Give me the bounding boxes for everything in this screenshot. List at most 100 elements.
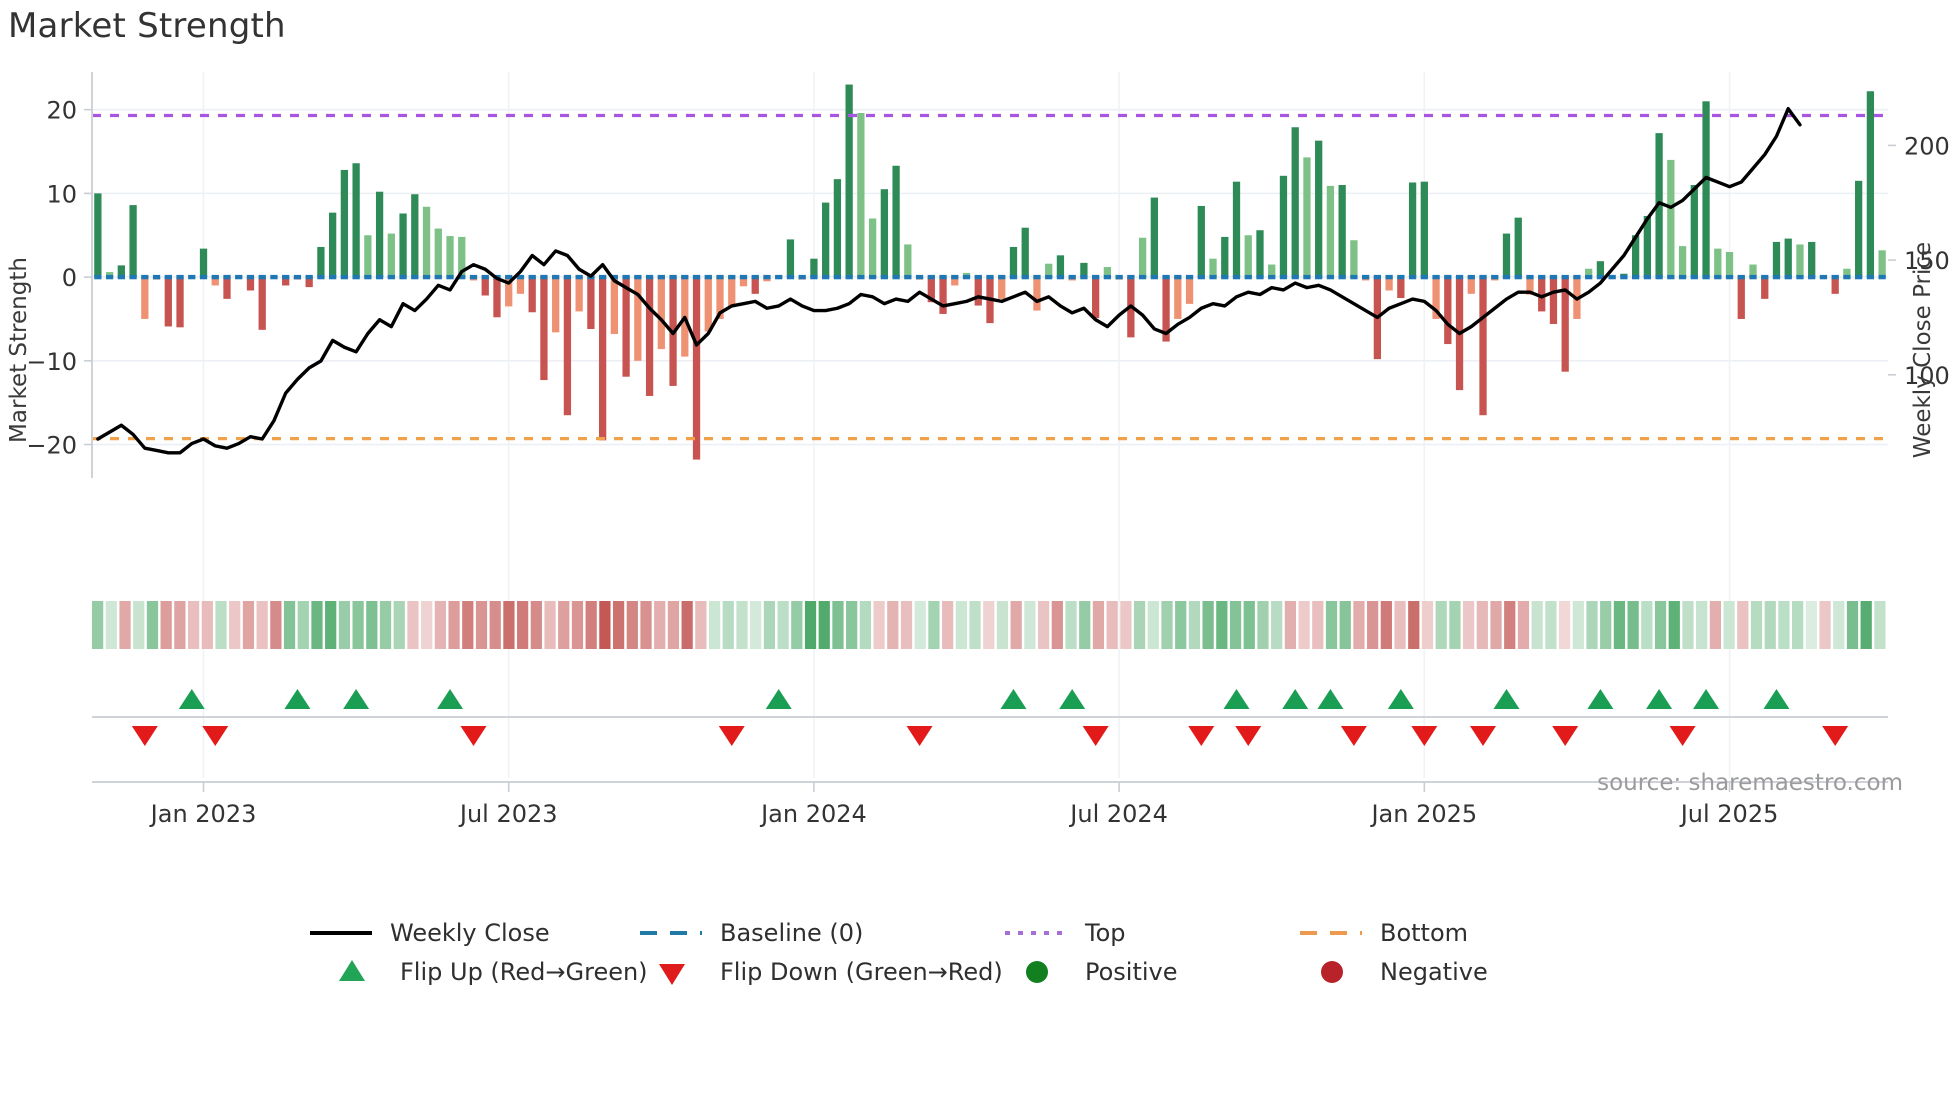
strength-bar xyxy=(199,248,208,278)
heatmap-cell xyxy=(1504,601,1516,649)
strength-bar xyxy=(1103,267,1112,278)
baseline-segment xyxy=(739,274,748,280)
baseline-segment xyxy=(1185,274,1194,280)
baseline-segment xyxy=(141,274,149,280)
baseline-segment xyxy=(1338,274,1346,280)
strength-bar xyxy=(1831,277,1839,294)
flip-up-marker xyxy=(1763,689,1790,709)
legend-item[interactable]: Weekly Close xyxy=(310,919,550,947)
flip-down-marker xyxy=(1822,726,1849,746)
baseline-segment xyxy=(798,274,806,280)
legend-item[interactable]: Positive xyxy=(1026,958,1178,986)
baseline-segment xyxy=(164,274,172,280)
strength-bar xyxy=(364,235,372,278)
strength-bar xyxy=(1279,175,1288,278)
baseline-segment xyxy=(1092,274,1100,280)
reference-lines xyxy=(92,113,1888,441)
legend-item[interactable]: Negative xyxy=(1321,958,1488,986)
baseline-segment xyxy=(305,274,313,280)
strength-bar xyxy=(1033,277,1041,311)
heatmap-cell xyxy=(1737,601,1749,649)
left-tick-label: −10 xyxy=(26,348,77,376)
legend-item[interactable]: Top xyxy=(1005,919,1126,947)
strength-bar xyxy=(1714,248,1722,278)
flip-up-marker xyxy=(343,689,370,709)
baseline-segment xyxy=(1796,274,1804,280)
flip-up-marker xyxy=(1059,689,1086,709)
flip-down-marker xyxy=(906,726,933,746)
strength-bar xyxy=(704,277,712,332)
heatmap-cell xyxy=(1462,601,1475,649)
baseline-segment xyxy=(833,274,842,280)
baseline-segment xyxy=(1737,274,1745,280)
strength-bar xyxy=(1878,250,1886,278)
strength-bar xyxy=(1056,255,1065,278)
flip-down-marker xyxy=(1552,726,1579,746)
baseline-segment xyxy=(211,274,219,280)
heatmap-cell xyxy=(1490,601,1502,649)
heatmap-cell xyxy=(983,601,995,649)
legend-label: Baseline (0) xyxy=(720,919,863,947)
baseline-segment xyxy=(657,274,665,280)
heatmap-cell xyxy=(1860,601,1872,649)
baseline-segment xyxy=(516,274,525,280)
baseline-segment xyxy=(1502,274,1511,280)
strength-bar xyxy=(211,277,219,286)
strength-bar xyxy=(1174,277,1182,319)
legend-item[interactable]: Bottom xyxy=(1300,919,1468,947)
baseline-segment xyxy=(1033,274,1041,280)
strength-bar xyxy=(552,277,560,333)
baseline-segment xyxy=(505,274,513,280)
strength-bar xyxy=(1643,215,1651,278)
flip-down-marker xyxy=(1188,726,1215,746)
flip-up-marker xyxy=(1587,689,1614,709)
legend-label: Positive xyxy=(1085,958,1178,986)
heatmap-cell xyxy=(325,601,337,649)
heatmap-cell xyxy=(599,601,611,649)
baseline-segment xyxy=(329,274,337,280)
legend-item[interactable]: Flip Down (Green→Red) xyxy=(659,958,1003,986)
heatmap-cell xyxy=(1065,601,1077,649)
heatmap-cell xyxy=(1449,601,1461,649)
strength-bar xyxy=(282,277,290,286)
baseline-segment xyxy=(352,274,360,280)
legend-item[interactable]: Baseline (0) xyxy=(640,919,863,947)
baseline-segment xyxy=(1397,274,1405,280)
strength-bar xyxy=(810,258,818,278)
baseline-segment xyxy=(258,274,266,280)
right-tick-label: 150 xyxy=(1904,247,1950,275)
baseline-segment xyxy=(1761,274,1769,280)
strength-bar xyxy=(1209,258,1217,278)
heatmap-cell xyxy=(92,601,104,649)
weekly-close-line xyxy=(96,107,1802,455)
heatmap-cell xyxy=(955,601,967,649)
baseline-segment xyxy=(129,274,137,280)
baseline-segment xyxy=(822,274,830,280)
baseline-segment xyxy=(340,274,349,280)
baseline-segment xyxy=(469,274,478,280)
baseline-segment xyxy=(1784,274,1792,280)
baseline-segment xyxy=(927,274,935,280)
strength-bar xyxy=(258,277,266,330)
heatmap-cell xyxy=(969,601,981,649)
heatmap-cell xyxy=(448,601,460,649)
flip-down-marker xyxy=(1669,726,1696,746)
flip-up-marker xyxy=(1646,689,1673,709)
legend-item[interactable]: Flip Up (Red→Green) xyxy=(339,958,648,986)
heatmap-cell xyxy=(1079,601,1091,649)
heatmap-cell xyxy=(1846,601,1859,649)
heatmap-cell xyxy=(1723,601,1735,649)
strength-bar xyxy=(1256,230,1264,278)
heatmap-cell xyxy=(722,601,734,649)
heatmap-cell xyxy=(887,601,899,649)
heatmap-cell xyxy=(421,601,433,649)
heatmap-cell xyxy=(1024,601,1036,649)
strength-bar xyxy=(598,277,607,441)
heatmap-cell xyxy=(1600,601,1612,649)
heatmap-cell xyxy=(215,601,227,649)
heatmap-cell xyxy=(1394,601,1406,649)
strength-bar xyxy=(1796,244,1804,278)
strength-bar xyxy=(998,277,1006,299)
baseline-segment xyxy=(915,274,924,280)
baseline-segment xyxy=(1866,274,1875,280)
